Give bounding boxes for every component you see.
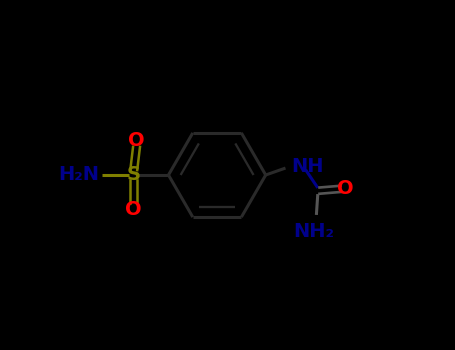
Text: NH₂: NH₂ xyxy=(293,222,334,241)
Text: S: S xyxy=(127,166,141,184)
Text: H₂N: H₂N xyxy=(58,165,99,184)
Text: O: O xyxy=(337,180,354,198)
Text: O: O xyxy=(128,131,145,150)
Text: O: O xyxy=(126,200,142,219)
Text: NH: NH xyxy=(292,157,324,176)
